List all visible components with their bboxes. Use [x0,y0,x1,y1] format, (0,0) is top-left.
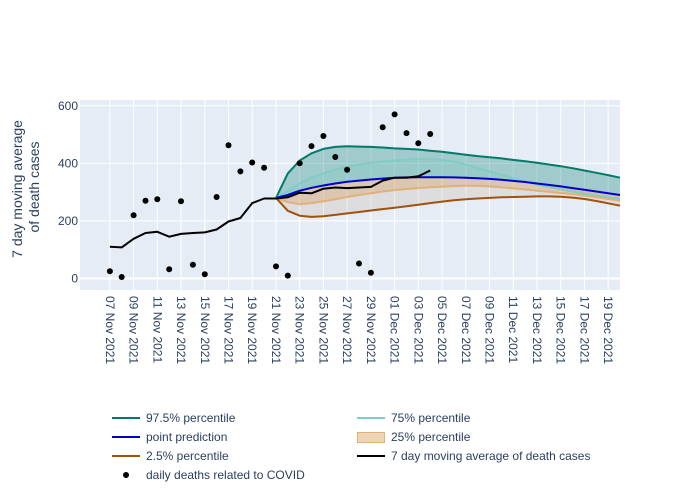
series-line [275,195,621,218]
daily-death-point [367,269,374,276]
x-tick-label: 13 Nov 2021 [174,296,188,364]
x-tick-label: 09 Nov 2021 [127,296,141,364]
daily-death-point [201,271,208,278]
series-line [275,176,621,199]
daily-death-point [391,111,398,118]
daily-death-point [130,212,137,219]
y-axis-title-line-1: 7 day moving average [9,120,25,258]
x-tick-label: 19 Nov 2021 [245,296,259,364]
x-tick-label: 11 Nov 2021 [150,296,164,363]
x-tick-label: 17 Dec 2021 [577,296,591,364]
x-tick-label: 07 Dec 2021 [459,296,473,364]
series-line [109,169,431,249]
daily-death-point [344,166,351,173]
daily-death-point [427,131,434,137]
daily-death-point [320,133,327,139]
y-tick-label: 400 [58,156,78,170]
x-tick-label: 23 Nov 2021 [293,296,307,364]
daily-death-point [308,143,315,150]
series-lines [109,145,621,249]
x-tick-labels: 07 Nov 2021 09 Nov 2021 11 Nov 2021 13 Nov … [103,296,615,364]
x-tick-label: 05 Dec 2021 [435,296,449,364]
x-tick-label: 25 Nov 2021 [316,296,330,364]
x-tick-label: 11 Dec 2021 [506,296,520,363]
x-tick-label: 13 Dec 2021 [530,296,544,364]
x-tick-label: 29 Nov 2021 [364,296,378,364]
daily-death-point [178,198,184,205]
y-tick-label: 200 [58,214,78,228]
daily-death-point [273,263,279,270]
x-tick-label: 17 Nov 2021 [222,296,236,364]
daily-death-point [249,159,256,166]
daily-death-point [118,274,125,280]
daily-death-point [166,266,173,273]
band-fill [276,146,620,198]
y-tick-label: 0 [71,271,78,285]
daily-death-point [189,261,196,268]
x-tick-label: 07 Nov 2021 [103,296,117,364]
daily-deaths-markers [106,111,434,280]
daily-death-point [237,168,244,175]
y-tick-label: 600 [58,99,78,113]
x-tick-label: 15 Nov 2021 [198,296,212,364]
daily-death-point [106,268,113,275]
y-axis-title: 7 day moving average of death cases [9,116,42,258]
y-tick-labels: 0 200 400 600 [58,99,78,286]
series-line [275,158,621,200]
plot-area [80,100,620,290]
daily-death-point [261,164,268,171]
daily-death-point [142,197,149,204]
x-tick-label: 27 Nov 2021 [340,296,354,364]
x-tick-label: 09 Dec 2021 [483,296,497,364]
x-tick-label: 15 Dec 2021 [554,296,568,364]
grid-lines [80,100,620,290]
series-line [275,184,621,206]
daily-death-point [225,142,232,149]
daily-death-point [154,196,161,203]
daily-death-point [415,140,422,147]
daily-death-point [284,272,291,279]
x-tick-label: 19 Dec 2021 [601,296,615,364]
x-tick-label: 21 Nov 2021 [269,296,283,364]
daily-death-point [213,194,220,200]
daily-death-point [356,260,362,267]
y-axis-title-line-2: of death cases [26,141,42,232]
daily-death-point [332,154,339,160]
daily-death-point [379,124,386,131]
x-tick-label: 03 Dec 2021 [411,296,425,364]
daily-death-point [296,160,303,167]
band-fill [276,159,620,199]
daily-death-point [403,130,410,137]
x-tick-label: 01 Dec 2021 [388,296,402,364]
series-line [275,145,621,199]
